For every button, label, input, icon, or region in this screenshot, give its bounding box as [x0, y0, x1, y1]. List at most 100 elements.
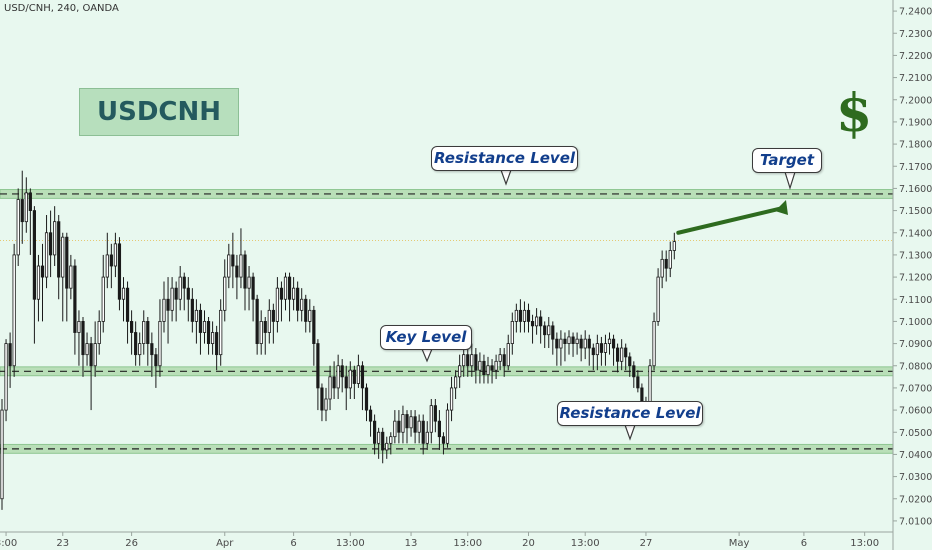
- candle-body: [385, 442, 389, 451]
- candle-body: [65, 236, 69, 289]
- time-tick-label: 13:00: [850, 538, 879, 549]
- candle-body: [449, 387, 454, 411]
- candle-body: [543, 325, 547, 336]
- price-tick-label: 7.08000: [899, 361, 932, 372]
- price-tick-label: 7.18000: [899, 140, 932, 151]
- candle-body: [652, 321, 656, 367]
- ticker-label: USDCNH: [79, 88, 239, 136]
- candle-body: [320, 387, 324, 411]
- price-tick-label: 7.06000: [899, 406, 932, 417]
- price-tick-label: 7.09000: [899, 339, 932, 350]
- price-tick-label: 7.02000: [899, 494, 932, 505]
- price-tick-label: 7.13000: [899, 250, 932, 261]
- candle-body: [660, 258, 664, 278]
- price-tick-label: 7.16000: [899, 184, 932, 195]
- candle-body: [514, 309, 518, 322]
- candle-body: [275, 287, 280, 322]
- candle-body: [101, 276, 105, 322]
- price-tick-label: 7.10000: [899, 317, 932, 328]
- candle-body: [61, 236, 65, 278]
- candle-body: [215, 332, 219, 356]
- candle-body: [105, 254, 109, 278]
- callout-target: Target: [752, 148, 822, 173]
- candle-body: [559, 338, 563, 349]
- candle-body: [263, 321, 267, 333]
- candle-body: [340, 365, 344, 378]
- candle-body: [162, 298, 166, 322]
- candle-body: [146, 321, 150, 344]
- candle-body: [603, 343, 608, 353]
- candle-body: [567, 336, 571, 344]
- candle-body: [502, 354, 506, 367]
- candle-body: [510, 321, 514, 344]
- candle-body: [539, 316, 543, 327]
- price-tick-label: 7.07000: [899, 383, 932, 394]
- price-tick-label: 7.05000: [899, 428, 932, 439]
- candle-body: [332, 376, 336, 389]
- price-tick-label: 7.15000: [899, 206, 932, 217]
- candle-body: [583, 338, 587, 349]
- candle-body: [628, 356, 632, 367]
- candle-body: [219, 309, 223, 356]
- candle-body: [494, 360, 498, 371]
- candle-body: [0, 409, 4, 500]
- candle-body: [377, 431, 381, 444]
- candle-body: [138, 343, 142, 356]
- candle-body: [125, 287, 130, 322]
- candle-body: [255, 298, 259, 344]
- candle-body: [97, 321, 101, 344]
- candle-body: [117, 243, 122, 300]
- candle-body: [518, 309, 523, 322]
- candle-body: [150, 343, 154, 356]
- candle-body: [121, 287, 126, 300]
- candle-body: [178, 276, 182, 300]
- price-tick-label: 7.20000: [899, 95, 932, 106]
- candle-body: [482, 360, 486, 376]
- candle-body: [73, 265, 77, 333]
- price-tick-label: 7.22000: [899, 51, 932, 62]
- candle-body: [348, 369, 352, 389]
- candle-body: [113, 243, 117, 267]
- time-tick-label: 13:00: [336, 538, 365, 549]
- candle-body: [206, 321, 211, 344]
- candle-body: [664, 258, 668, 269]
- candle-body: [316, 343, 320, 389]
- candles-layer: [0, 170, 676, 510]
- candle-body: [429, 405, 433, 433]
- candle-body: [405, 414, 409, 429]
- candle-body: [69, 265, 73, 289]
- candle-body: [668, 250, 672, 269]
- price-tick-label: 7.24000: [899, 7, 932, 18]
- candle-body: [498, 354, 502, 362]
- candle-body: [486, 365, 490, 376]
- candle-body: [587, 338, 591, 349]
- candle-body: [506, 343, 510, 367]
- candle-body: [40, 265, 45, 278]
- candle-body: [328, 376, 332, 400]
- candle-body: [158, 321, 162, 367]
- candle-body: [85, 343, 89, 356]
- candle-body: [478, 360, 482, 371]
- time-tick-label: 13:00: [571, 538, 600, 549]
- candle-body: [247, 276, 251, 289]
- candle-body: [551, 325, 555, 340]
- candle-body: [202, 321, 207, 333]
- candle-body: [364, 387, 369, 411]
- candle-body: [579, 338, 583, 349]
- candle-body: [308, 309, 312, 322]
- candle-body: [526, 309, 531, 322]
- candle-body: [591, 347, 595, 356]
- candle-body: [267, 309, 271, 333]
- candle-body: [344, 376, 348, 389]
- candle-body: [458, 365, 462, 378]
- candle-body: [474, 354, 478, 371]
- time-tick-label: 13: [405, 538, 418, 549]
- candle-body: [89, 343, 93, 367]
- price-tick-label: 7.01000: [899, 516, 932, 527]
- candle-body: [672, 241, 676, 251]
- candle-body: [20, 199, 24, 223]
- candle-body: [4, 343, 8, 411]
- target-arrow-head: [775, 199, 788, 215]
- candle-body: [12, 254, 16, 367]
